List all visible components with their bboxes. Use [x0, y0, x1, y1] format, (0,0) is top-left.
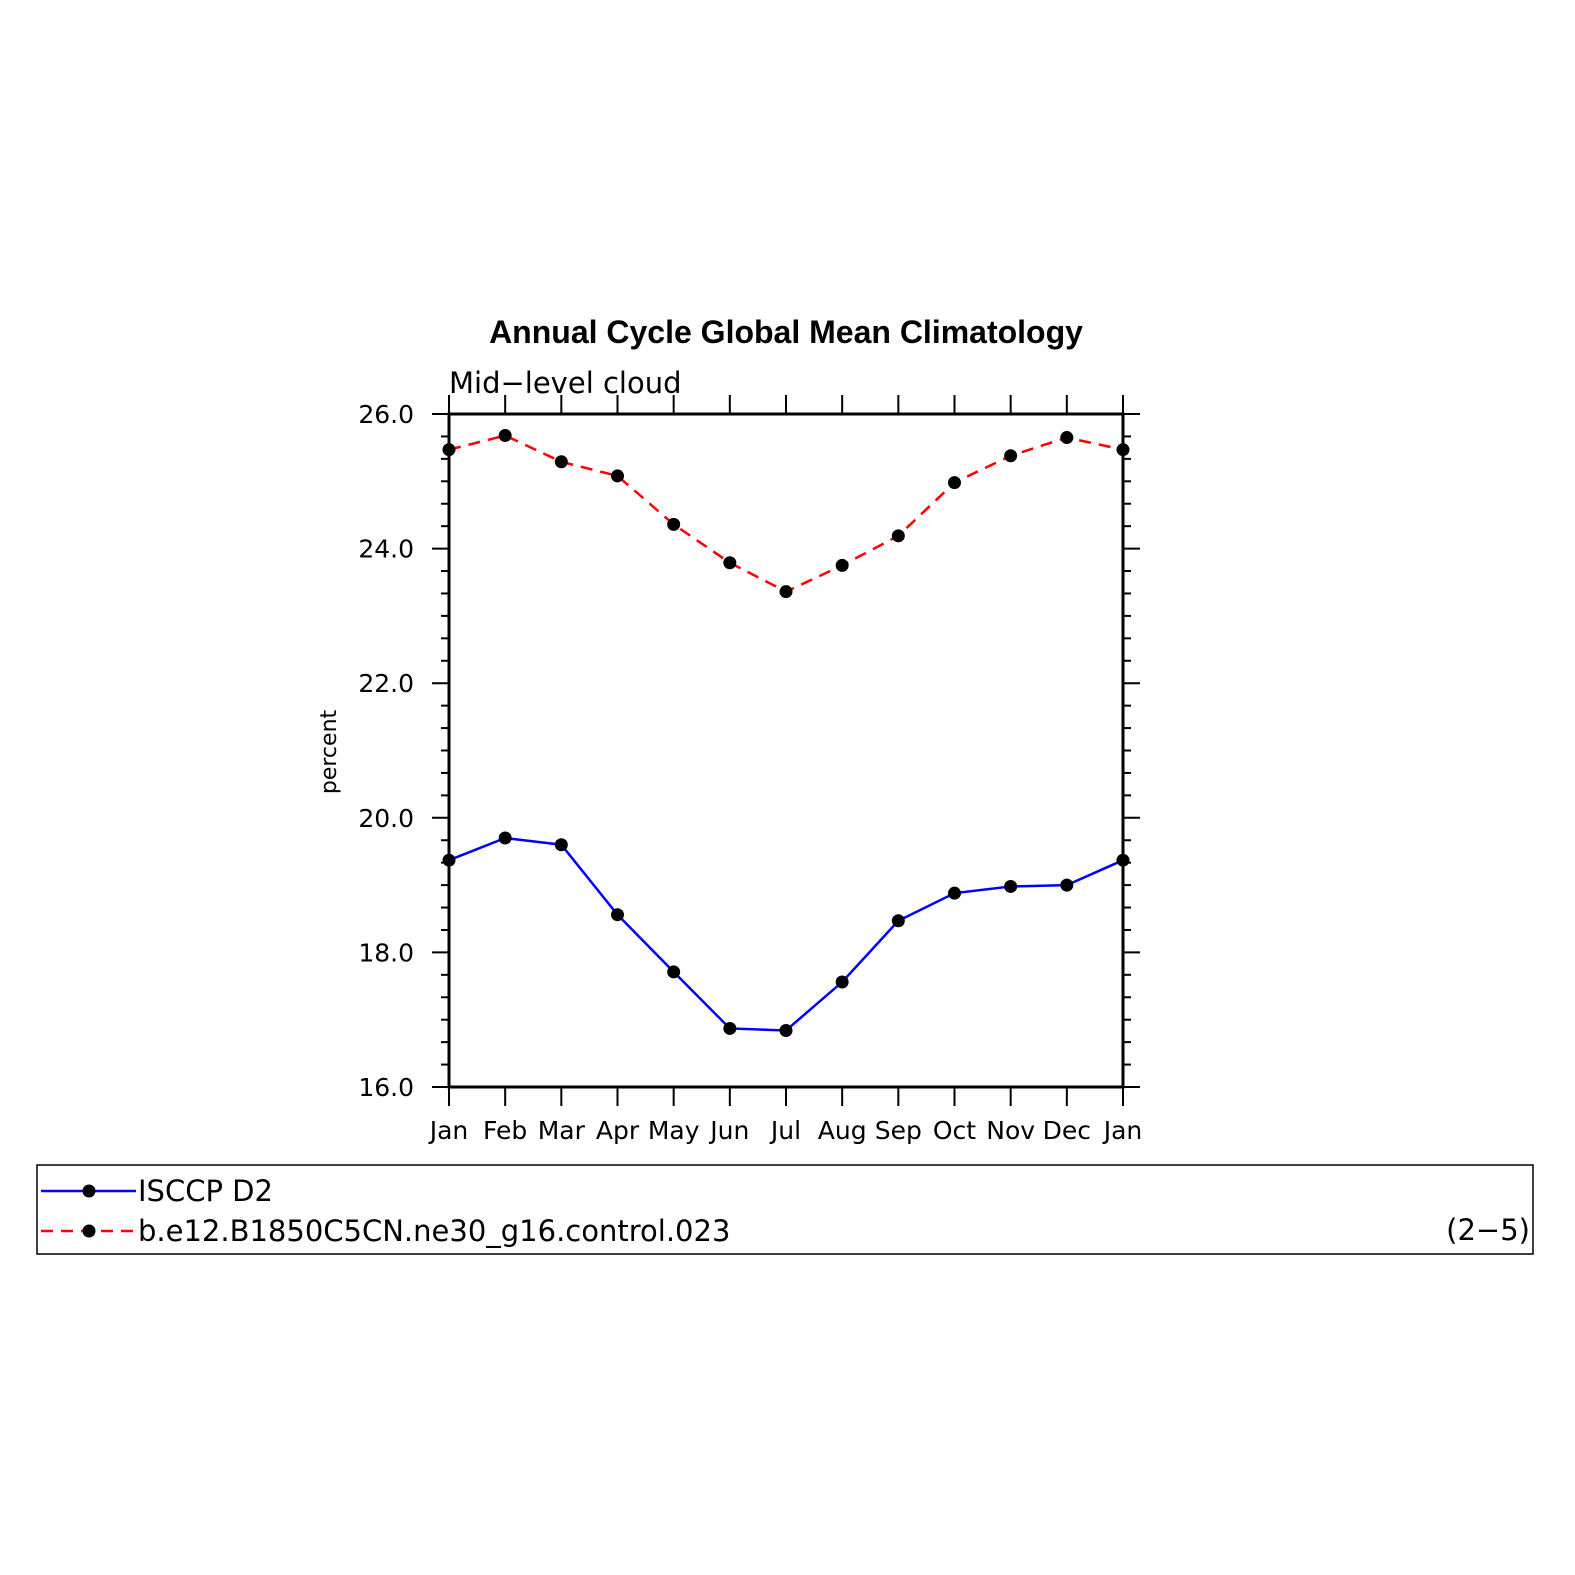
y-axis-label: percent [317, 709, 342, 794]
axis-ticks: Jan Feb Mar Apr May Jun Jul Aug Sep Oct Nov Dec Jan 1… [358, 395, 1142, 1145]
x-tick-label: Oct [933, 1116, 976, 1145]
data-point [611, 469, 624, 483]
series-line [448, 434, 1124, 594]
data-point [948, 476, 961, 490]
data-point [891, 529, 905, 543]
data-point [723, 556, 737, 570]
y-tick-label: 18.0 [358, 938, 414, 967]
x-tick-label: Jan [428, 1116, 469, 1145]
y-tick-label: 26.0 [358, 400, 414, 429]
series-line [448, 836, 1124, 1032]
data-point [1060, 431, 1074, 445]
data-point [779, 585, 793, 599]
y-tick-label: 16.0 [358, 1073, 414, 1102]
x-tick-label: Apr [596, 1116, 640, 1145]
legend-marker [82, 1224, 96, 1238]
legend-marker [82, 1184, 96, 1198]
x-tick-label: Nov [986, 1116, 1035, 1145]
series-layer [442, 429, 1130, 1037]
legend-label: ISCCP D2 [138, 1174, 273, 1208]
data-point [498, 831, 512, 845]
x-tick-label: Aug [818, 1116, 867, 1145]
y-tick-label: 20.0 [358, 804, 414, 833]
plot-frame [447, 412, 1125, 1089]
data-point [891, 914, 905, 928]
data-point [667, 965, 681, 979]
data-point [948, 886, 961, 900]
data-point [498, 429, 512, 443]
chart-subtitle: Mid−level cloud [449, 366, 682, 400]
data-point [723, 1021, 737, 1035]
data-point [835, 975, 849, 989]
x-tick-label: Jun [708, 1116, 749, 1145]
x-tick-label: Jan [1102, 1116, 1143, 1145]
data-point [667, 517, 681, 531]
x-tick-label: Feb [483, 1116, 527, 1145]
x-tick-label: Mar [538, 1116, 586, 1145]
data-point [554, 455, 568, 469]
data-point [1004, 879, 1018, 893]
y-tick-label: 24.0 [358, 535, 414, 564]
data-point [611, 908, 624, 922]
data-point [554, 838, 568, 852]
x-tick-label: Jul [769, 1116, 801, 1145]
data-point [835, 558, 849, 572]
data-point [1004, 449, 1018, 463]
panel-label: (2−5) [1446, 1213, 1530, 1247]
chart-title: Annual Cycle Global Mean Climatology [489, 314, 1083, 350]
data-point [779, 1023, 793, 1037]
legend-label: b.e12.B1850C5CN.ne30_g16.control.023 [138, 1214, 730, 1248]
data-point [1060, 878, 1074, 892]
legend: ISCCP D2 b.e12.B1850C5CN.ne30_g16.control… [36, 1164, 1534, 1255]
y-tick-label: 22.0 [358, 669, 414, 698]
x-tick-label: Sep [875, 1116, 922, 1145]
x-tick-label: Dec [1043, 1116, 1091, 1145]
x-tick-label: May [648, 1116, 700, 1145]
legend-box [36, 1164, 1534, 1255]
